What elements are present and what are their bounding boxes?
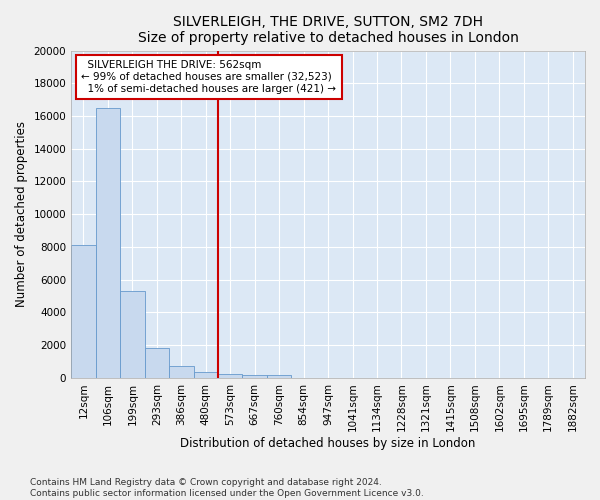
Bar: [267, 376, 292, 378]
Title: SILVERLEIGH, THE DRIVE, SUTTON, SM2 7DH
Size of property relative to detached ho: SILVERLEIGH, THE DRIVE, SUTTON, SM2 7DH …: [137, 15, 518, 45]
Y-axis label: Number of detached properties: Number of detached properties: [15, 121, 28, 307]
Text: SILVERLEIGH THE DRIVE: 562sqm
← 99% of detached houses are smaller (32,523)
  1%: SILVERLEIGH THE DRIVE: 562sqm ← 99% of d…: [82, 60, 337, 94]
Bar: [194, 372, 218, 378]
Text: Contains HM Land Registry data © Crown copyright and database right 2024.
Contai: Contains HM Land Registry data © Crown c…: [30, 478, 424, 498]
Bar: [169, 366, 194, 378]
Bar: [120, 291, 145, 378]
Bar: [218, 374, 242, 378]
X-axis label: Distribution of detached houses by size in London: Distribution of detached houses by size …: [181, 437, 476, 450]
Bar: [145, 348, 169, 378]
Bar: [242, 375, 267, 378]
Bar: [95, 108, 120, 378]
Bar: [71, 246, 95, 378]
